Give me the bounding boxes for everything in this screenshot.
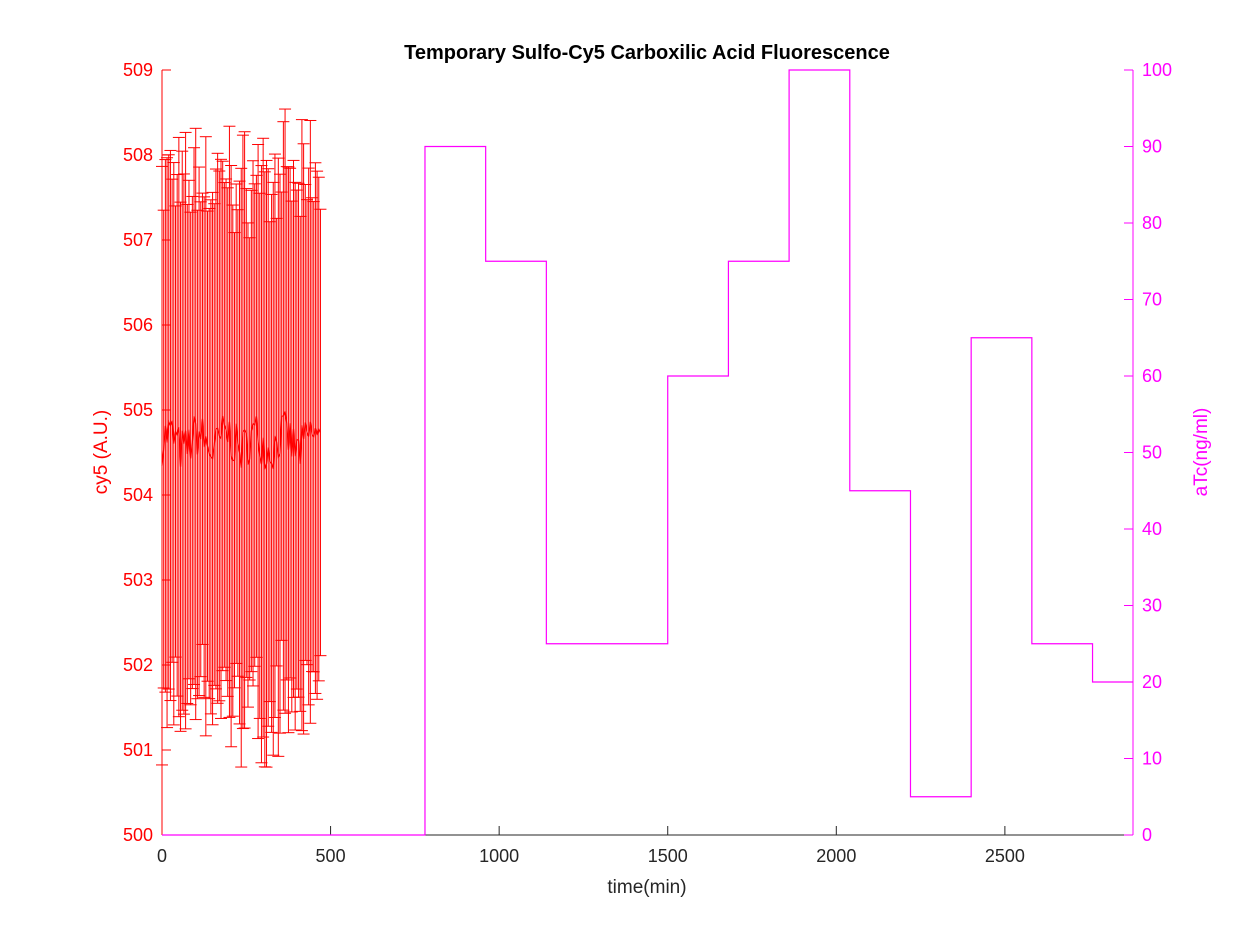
right-tick-label: 10 — [1142, 749, 1162, 769]
right-tick-label: 20 — [1142, 672, 1162, 692]
right-tick-label: 0 — [1142, 825, 1152, 845]
right-tick-label: 100 — [1142, 60, 1172, 80]
right-y-axis: 0 10 20 30 40 50 60 70 80 90 100 — [1124, 60, 1172, 845]
left-tick-label: 502 — [123, 655, 153, 675]
right-tick-label: 80 — [1142, 213, 1162, 233]
chart-title: Temporary Sulfo-Cy5 Carboxilic Acid Fluo… — [404, 42, 890, 64]
atc-step-series — [162, 69, 1133, 836]
right-tick-label: 40 — [1142, 519, 1162, 539]
left-y-axis: 500 501 502 503 504 505 506 507 508 509 — [123, 60, 171, 845]
left-tick-label: 503 — [123, 570, 153, 590]
left-tick-label: 509 — [123, 60, 153, 80]
left-tick-label: 501 — [123, 740, 153, 760]
x-tick-label: 0 — [157, 846, 167, 866]
x-tick-label: 2000 — [816, 846, 856, 866]
left-tick-label: 506 — [123, 315, 153, 335]
x-tick-label: 2500 — [985, 846, 1025, 866]
right-y-axis-label: aTc(ng/ml) — [1191, 408, 1212, 497]
atc-step-line — [162, 69, 1133, 836]
x-axis-label: time(min) — [607, 877, 686, 898]
left-tick-label: 500 — [123, 825, 153, 845]
right-tick-label: 30 — [1142, 596, 1162, 616]
right-tick-label: 60 — [1142, 366, 1162, 386]
x-tick-label: 500 — [316, 846, 346, 866]
right-tick-label: 50 — [1142, 443, 1162, 463]
left-tick-label: 508 — [123, 145, 153, 165]
cy5-mean-line — [161, 410, 321, 470]
x-tick-label: 1500 — [648, 846, 688, 866]
left-tick-label: 505 — [123, 400, 153, 420]
x-tick-label: 1000 — [479, 846, 519, 866]
right-tick-label: 70 — [1142, 290, 1162, 310]
left-tick-label: 504 — [123, 485, 153, 505]
cy5-errorbar-series — [156, 108, 327, 768]
left-tick-label: 507 — [123, 230, 153, 250]
right-tick-label: 90 — [1142, 137, 1162, 157]
left-y-axis-label: cy5 (A.U.) — [91, 410, 112, 494]
